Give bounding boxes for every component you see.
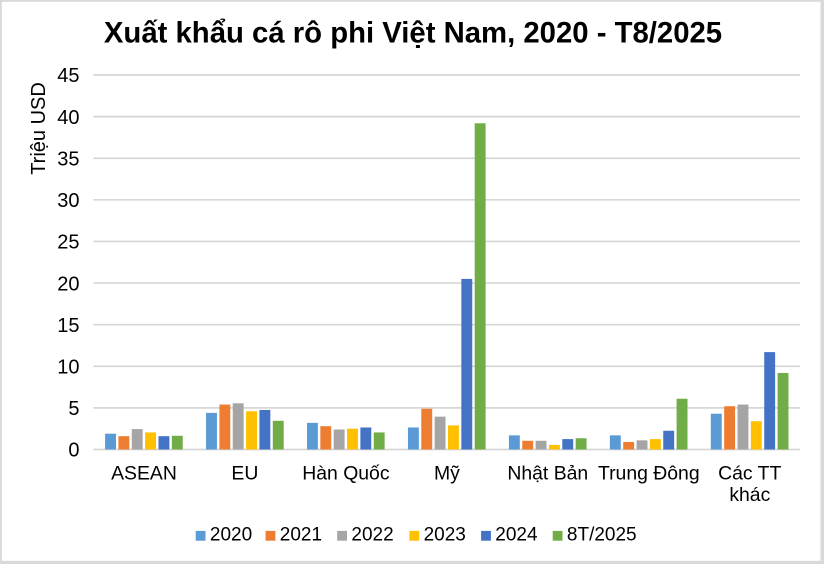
svg-text:2021: 2021 <box>280 525 322 546</box>
svg-text:EU: EU <box>231 463 258 485</box>
svg-text:Trung Đông: Trung Đông <box>598 463 700 485</box>
svg-text:35: 35 <box>57 148 79 170</box>
svg-text:Hàn Quốc: Hàn Quốc <box>302 463 390 485</box>
svg-text:Xuất khẩu cá rô phi Việt Nam,: Xuất khẩu cá rô phi Việt Nam, 2020 - T8/… <box>104 17 722 50</box>
svg-text:30: 30 <box>57 190 79 212</box>
svg-text:5: 5 <box>68 398 79 420</box>
svg-text:Mỹ: Mỹ <box>434 463 460 485</box>
svg-text:Triệu USD: Triệu USD <box>28 82 50 175</box>
svg-text:45: 45 <box>57 65 79 87</box>
svg-text:40: 40 <box>57 107 79 129</box>
svg-text:ASEAN: ASEAN <box>111 463 177 485</box>
svg-text:2024: 2024 <box>495 525 538 546</box>
svg-text:10: 10 <box>57 356 79 378</box>
svg-text:khác: khác <box>729 484 770 506</box>
svg-text:2023: 2023 <box>424 525 466 546</box>
svg-text:20: 20 <box>57 273 79 295</box>
svg-text:25: 25 <box>57 232 79 254</box>
svg-text:Nhật Bản: Nhật Bản <box>507 463 588 485</box>
svg-text:0: 0 <box>68 440 79 462</box>
svg-text:8T/2025: 8T/2025 <box>567 525 637 546</box>
svg-text:15: 15 <box>57 315 79 337</box>
svg-text:2022: 2022 <box>351 525 393 546</box>
svg-text:2020: 2020 <box>210 525 252 546</box>
svg-text:Các TT: Các TT <box>718 463 781 485</box>
